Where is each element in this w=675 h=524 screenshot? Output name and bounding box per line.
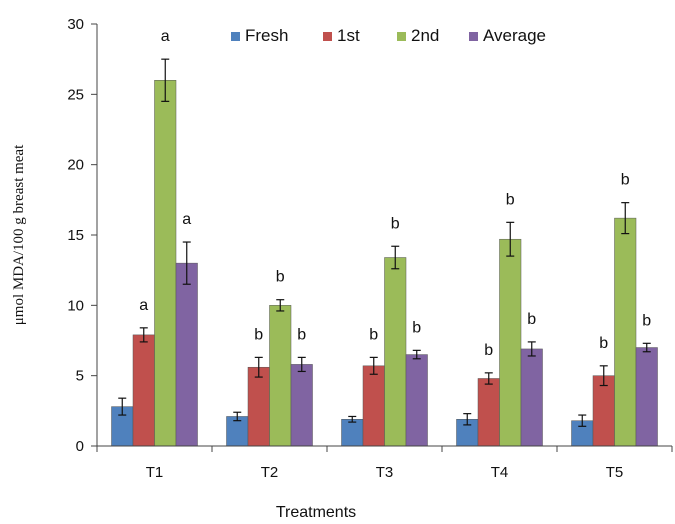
significance-label: b	[506, 191, 515, 208]
significance-label: b	[599, 335, 608, 352]
y-tick-label: 10	[67, 297, 84, 314]
bar	[154, 80, 177, 447]
legend-label: Average	[483, 26, 546, 45]
bar	[362, 365, 385, 447]
y-axis-title: μmol MDA/100 g breast meat	[11, 144, 27, 325]
significance-label: a	[139, 297, 148, 314]
legend-swatch	[323, 32, 332, 41]
y-tick-label: 0	[76, 438, 84, 455]
legend-label: 2nd	[411, 26, 439, 45]
bar	[499, 238, 522, 447]
legend-label: 1st	[337, 26, 360, 45]
significance-label: b	[297, 326, 306, 343]
legend-swatch	[231, 32, 240, 41]
bar	[614, 217, 637, 447]
significance-label: a	[182, 211, 191, 228]
x-tick-label: T5	[606, 464, 624, 481]
bar	[269, 305, 292, 447]
bar	[132, 334, 155, 447]
bar	[405, 354, 428, 447]
y-tick-label: 15	[67, 227, 84, 244]
significance-label: b	[276, 269, 285, 286]
significance-label: b	[369, 326, 378, 343]
bar	[477, 378, 500, 447]
significance-label: b	[391, 215, 400, 232]
significance-label: b	[527, 311, 536, 328]
bar	[635, 347, 658, 447]
x-axis-title: Treatments	[276, 504, 356, 521]
y-tick-label: 5	[76, 368, 84, 385]
bar	[175, 262, 198, 447]
bar	[520, 348, 543, 447]
y-tick-label: 20	[67, 157, 84, 174]
legend-swatch	[469, 32, 478, 41]
x-tick-label: T2	[261, 464, 279, 481]
significance-label: b	[642, 312, 651, 329]
bar	[384, 257, 407, 447]
legend-swatch	[397, 32, 406, 41]
bar	[247, 366, 270, 447]
significance-label: a	[161, 28, 170, 45]
legend-label: Fresh	[245, 26, 288, 45]
significance-label: b	[621, 172, 630, 189]
x-tick-label: T3	[376, 464, 394, 481]
y-tick-label: 30	[67, 16, 84, 33]
x-tick-label: T4	[491, 464, 509, 481]
significance-label: b	[484, 342, 493, 359]
significance-label: b	[254, 326, 263, 343]
significance-label: b	[412, 319, 421, 336]
y-tick-label: 25	[67, 86, 84, 103]
bar	[592, 375, 615, 447]
x-tick-label: T1	[146, 464, 164, 481]
bar	[341, 419, 364, 447]
bar	[290, 364, 313, 447]
